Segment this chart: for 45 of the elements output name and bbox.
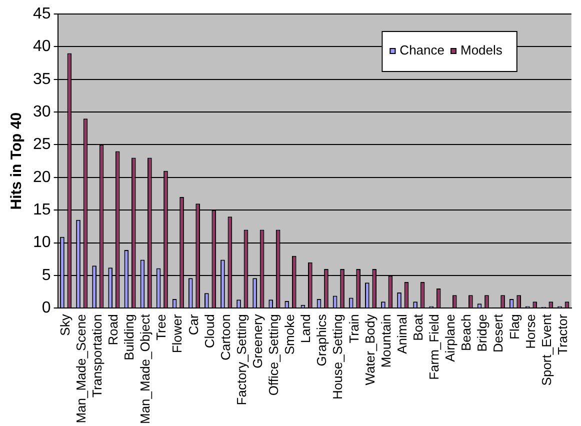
y-tick-label: 35 bbox=[33, 70, 51, 88]
x-tick-label: Farm_Field bbox=[426, 314, 442, 380]
x-tick-label: Horse bbox=[522, 314, 538, 349]
y-tick-label: 20 bbox=[33, 168, 51, 186]
x-tick-label: House_Setting bbox=[330, 314, 346, 400]
y-tick-label: 0 bbox=[42, 300, 51, 317]
x-tick-label: Sky bbox=[57, 314, 72, 336]
x-tick-label: Road bbox=[106, 314, 121, 346]
x-tick-label: Graphics bbox=[314, 314, 330, 366]
x-tick-label: Flag bbox=[506, 314, 522, 340]
x-tick-label: Land bbox=[298, 314, 314, 344]
x-tick-label: Cloud bbox=[202, 314, 217, 348]
x-tick-label: Office_Setting bbox=[266, 314, 282, 396]
x-tick-label: Beach bbox=[458, 314, 474, 352]
x-tick-label: Water_Body bbox=[362, 314, 378, 386]
x-tick-label: Car bbox=[186, 313, 201, 336]
y-tick-label: 10 bbox=[33, 234, 51, 252]
x-tick-label: Flower bbox=[170, 314, 185, 354]
x-tick-label: Desert bbox=[490, 314, 506, 352]
x-tick-label: Smoke bbox=[282, 314, 298, 355]
y-tick-label: 40 bbox=[33, 38, 51, 56]
x-tick-label: Animal bbox=[394, 314, 410, 354]
x-tick-label: Building bbox=[122, 314, 137, 360]
y-tick-label: 15 bbox=[33, 202, 51, 219]
y-axis-title: Hits in Top 40 bbox=[8, 112, 26, 210]
x-tick-label: Boat bbox=[410, 314, 426, 341]
x-tick-label: Factory_Setting bbox=[234, 314, 249, 406]
x-tick-label: Greenery bbox=[250, 314, 265, 368]
x-tick-label: Train bbox=[346, 314, 362, 344]
x-tick-label: Transportation bbox=[90, 314, 104, 398]
y-tick-label: 25 bbox=[33, 136, 51, 154]
x-tick-label: Sport_Event bbox=[538, 314, 554, 386]
legend-label: Models bbox=[460, 42, 503, 58]
x-tick-label: Mountain bbox=[378, 314, 394, 368]
x-tick-label: Tractor bbox=[554, 314, 570, 355]
x-tick-label: Man_Made_Object bbox=[138, 314, 153, 424]
x-tick-label: Tree bbox=[154, 314, 169, 340]
x-tick-label: Man_Made_Scene bbox=[73, 314, 88, 424]
x-tick-label: Airplane bbox=[442, 314, 458, 362]
x-tick-label: Cartoon bbox=[218, 314, 233, 360]
legend-label: Chance bbox=[400, 42, 444, 58]
y-tick-label: 30 bbox=[33, 103, 51, 120]
x-tick-label: Bridge bbox=[474, 314, 490, 352]
y-tick-label: 45 bbox=[33, 5, 51, 22]
y-tick-label: 5 bbox=[42, 266, 51, 284]
